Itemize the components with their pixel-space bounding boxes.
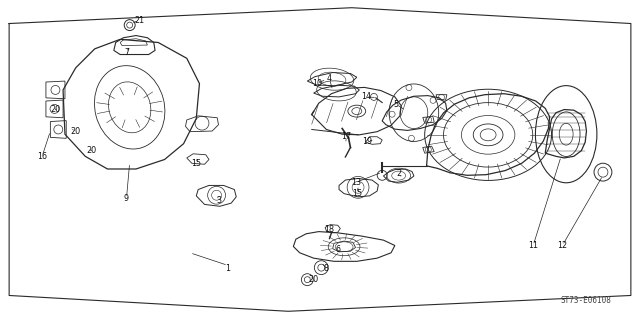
Text: 12: 12 (557, 241, 568, 250)
Text: 21: 21 (134, 16, 144, 25)
Text: ST73-E06108: ST73-E06108 (561, 296, 612, 305)
Text: 4: 4 (327, 74, 332, 83)
Text: 8: 8 (324, 264, 329, 273)
Text: 20: 20 (86, 146, 97, 155)
Text: 3: 3 (216, 196, 221, 205)
Text: 18: 18 (324, 225, 335, 234)
Text: 20: 20 (308, 275, 319, 284)
Text: 9: 9 (124, 194, 129, 203)
Text: 15: 15 (352, 189, 362, 198)
Text: 20: 20 (70, 127, 81, 136)
Text: 20: 20 (51, 105, 61, 114)
Text: 5: 5 (394, 100, 399, 109)
Text: 1: 1 (225, 264, 230, 273)
Text: 2: 2 (397, 169, 402, 178)
Text: 10: 10 (312, 79, 322, 88)
Text: 15: 15 (191, 159, 202, 168)
Text: 19: 19 (362, 137, 372, 146)
Text: 14: 14 (361, 93, 371, 101)
Text: 7: 7 (124, 48, 129, 57)
Text: 13: 13 (351, 178, 361, 187)
Text: 16: 16 (37, 152, 47, 161)
Text: 6: 6 (335, 245, 340, 254)
Text: 11: 11 (528, 241, 538, 250)
Text: 17: 17 (342, 132, 352, 141)
